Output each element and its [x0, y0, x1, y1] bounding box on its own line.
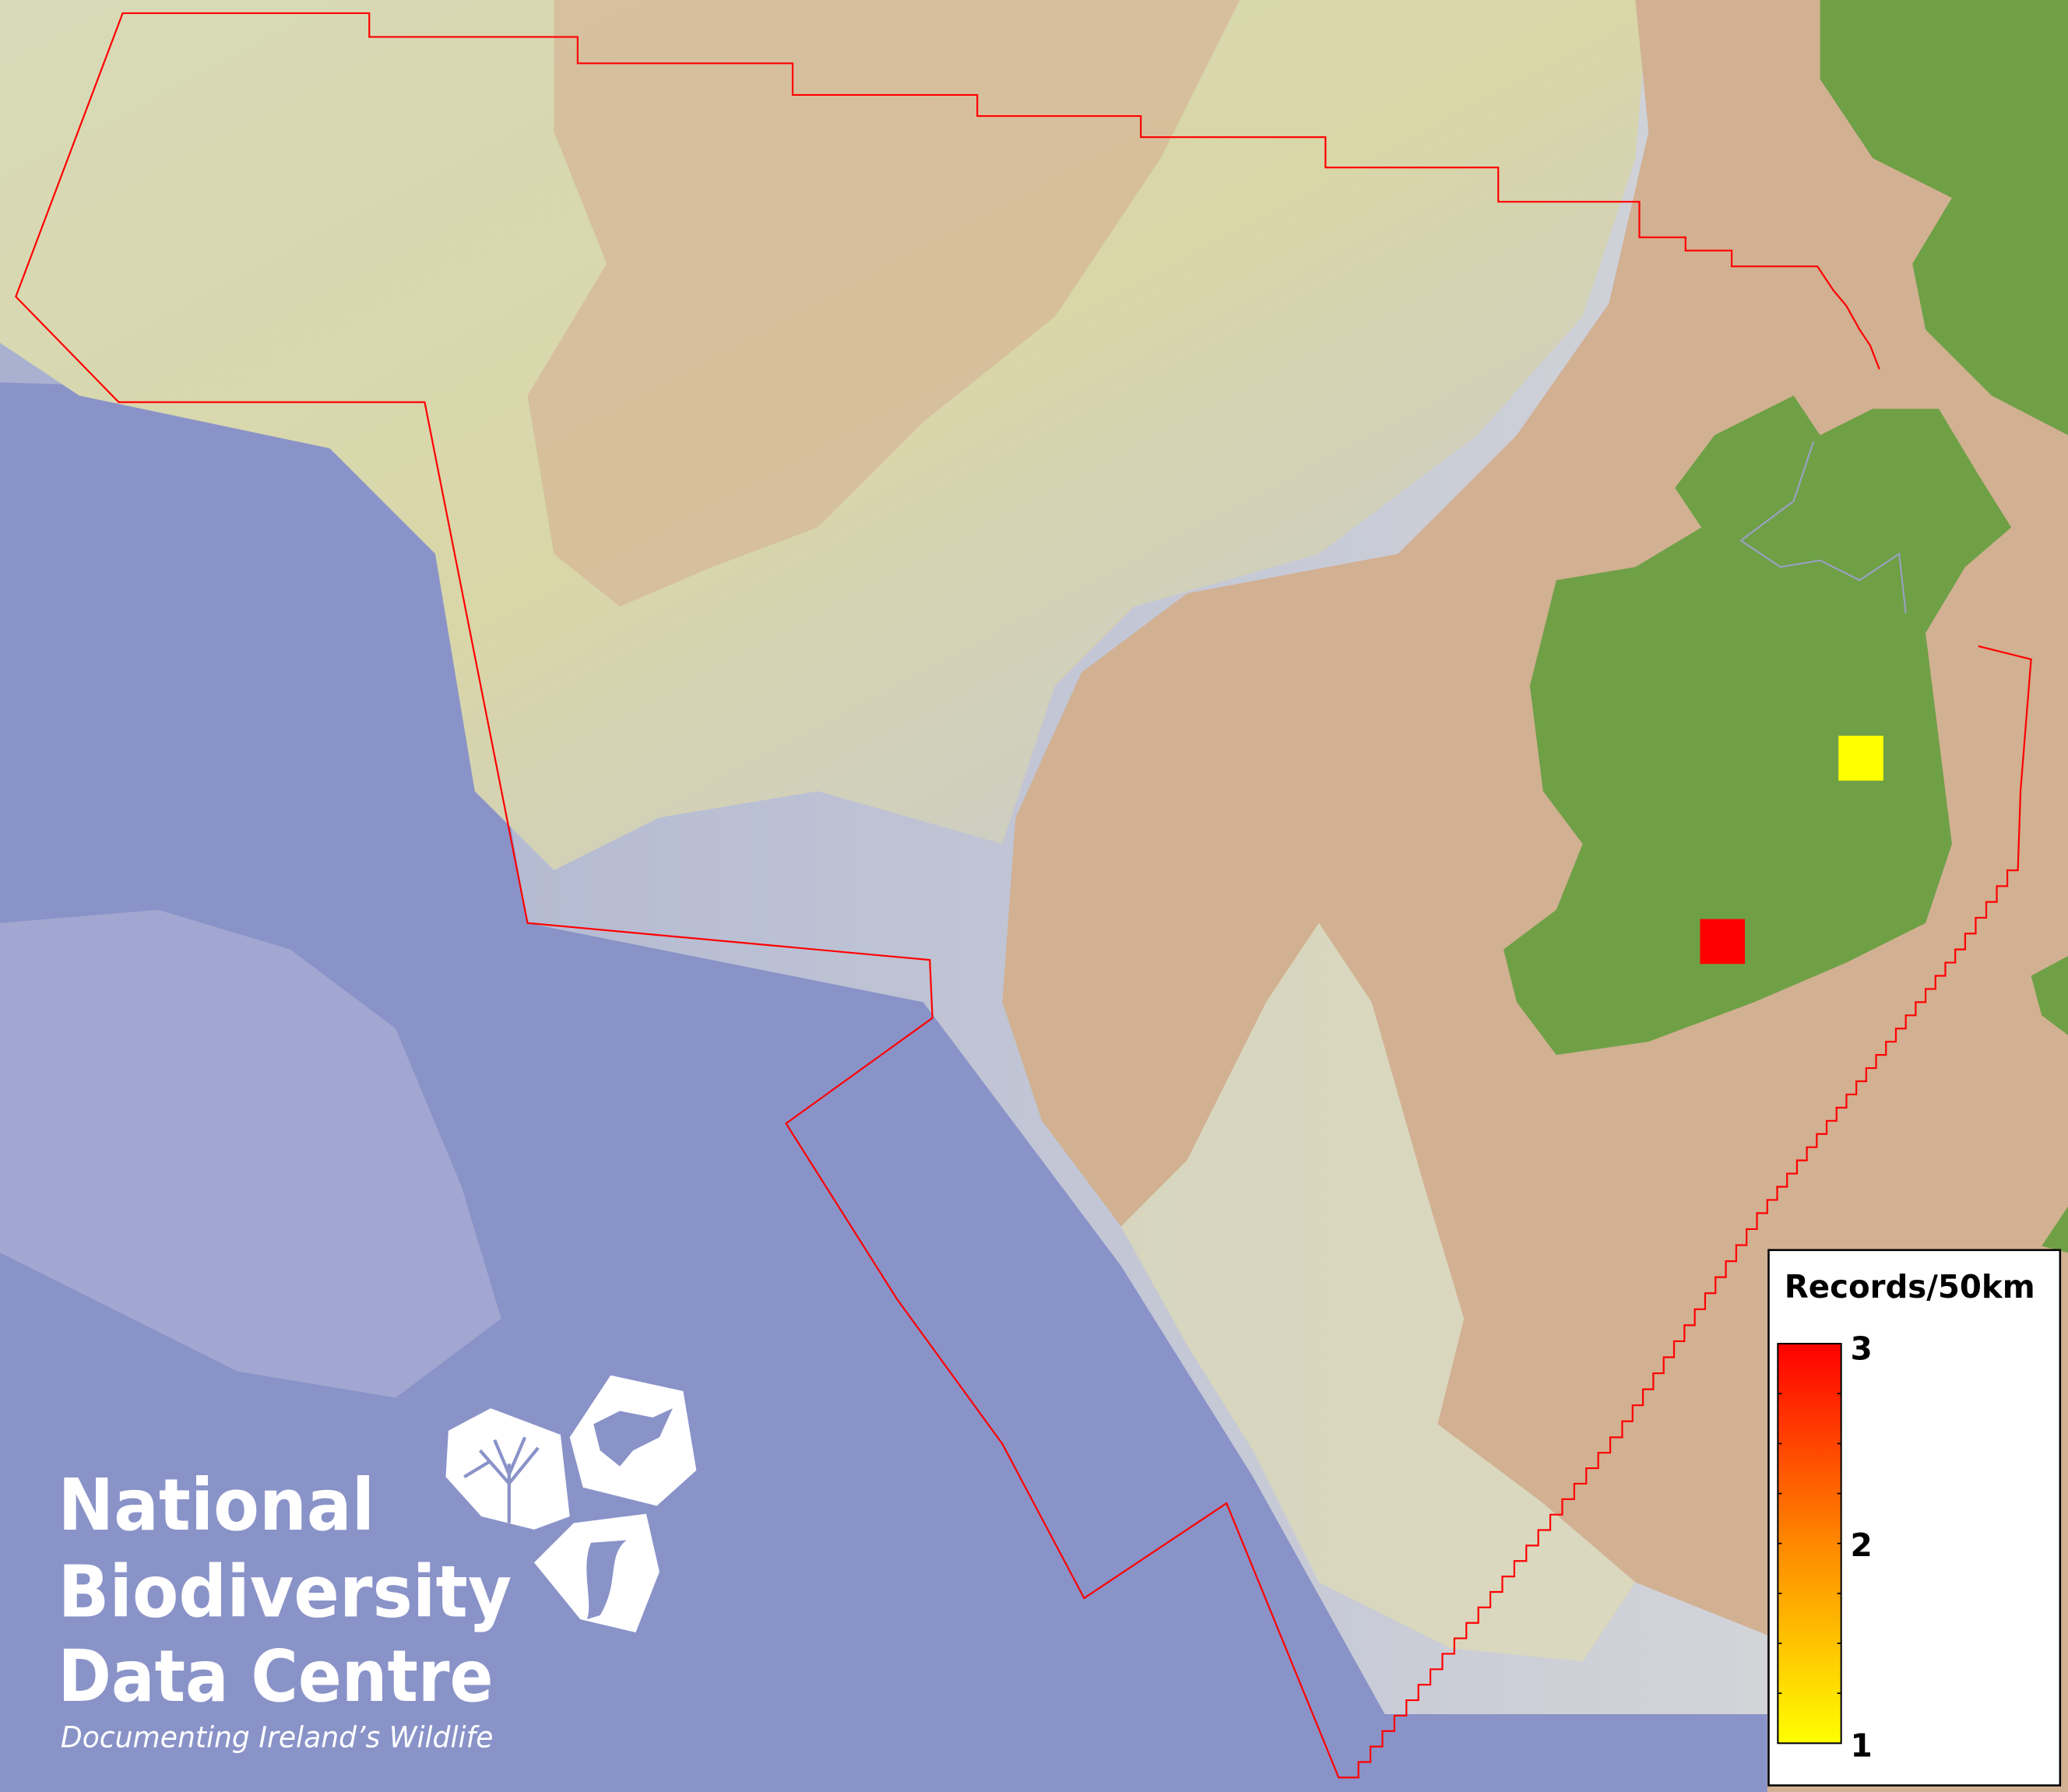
wales-landmass [2031, 956, 2068, 1035]
logo-line-biodiversity: Biodiversity [58, 1551, 512, 1634]
shelf-edge-highlight [1120, 922, 1636, 1662]
seabed-plateau [527, 0, 1240, 607]
irish-eez-boundary [15, 12, 2032, 1779]
logo-tagline: Documenting Ireland’s Wildlife [61, 1720, 494, 1754]
logo-line-national: National [58, 1463, 375, 1547]
legend-color-ramp [1777, 1343, 1842, 1745]
legend-tick-mid: 2 [1851, 1527, 1873, 1564]
cornwall-landmass [2042, 1206, 2068, 1253]
ireland-landmass [1504, 395, 2012, 1056]
record-square-south[interactable] [1700, 919, 1745, 965]
legend-minor-ticks [1778, 1393, 1841, 1695]
rockall-bank [0, 909, 501, 1398]
logo-hexagons-icon [445, 1375, 697, 1633]
record-square-midlands[interactable] [1838, 736, 1883, 781]
record-squares [1700, 736, 1883, 965]
scotland-landmass [1820, 0, 2068, 435]
legend-tick-max: 3 [1851, 1330, 1873, 1367]
logo-line-data-centre: Data Centre [58, 1635, 494, 1718]
legend-title: Records/50km [1785, 1268, 2035, 1305]
northern-ireland-border [1739, 441, 1907, 613]
legend-tick-min: 1 [1851, 1727, 1873, 1764]
legend: Records/50km 3 2 1 [1767, 1249, 2062, 1787]
nbdc-logo: National Biodiversity Data Centre Docume… [58, 1375, 697, 1754]
